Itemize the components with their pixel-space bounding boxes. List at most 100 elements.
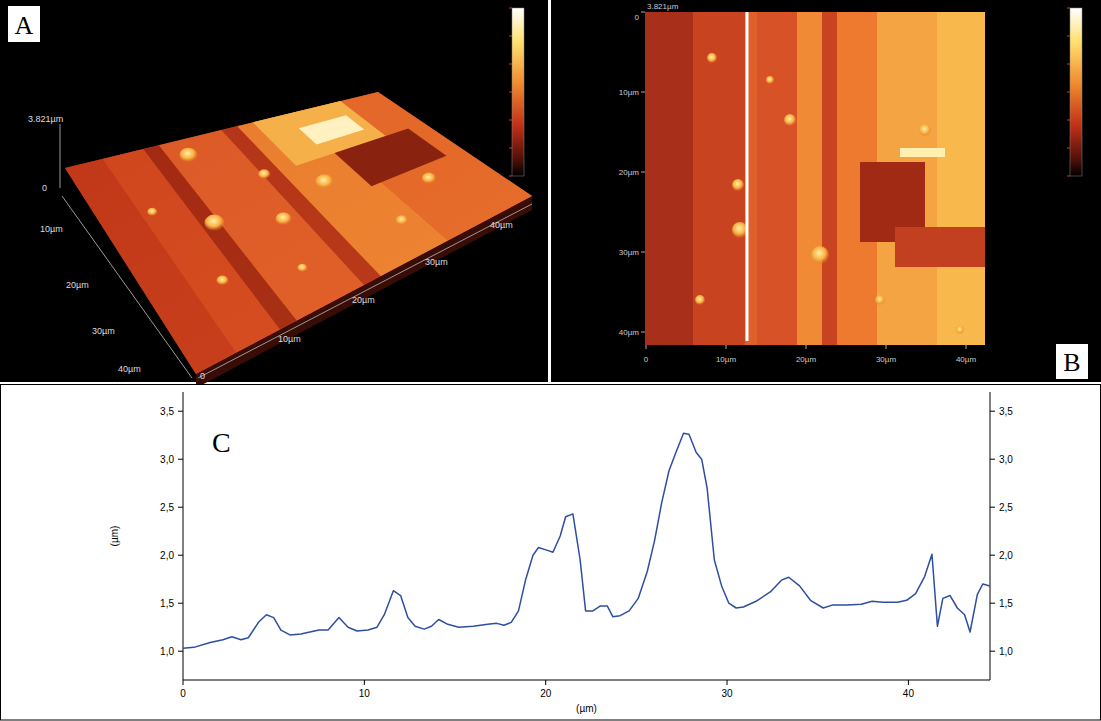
y-tick <box>178 651 183 652</box>
panel-letter: C <box>212 427 231 458</box>
axis-tick-label: 10µm <box>40 224 63 234</box>
axis-tick <box>641 172 645 173</box>
axis-tick <box>641 92 645 93</box>
axis-tick-label: 30µm <box>92 326 115 336</box>
afm-grain <box>707 53 717 63</box>
y-axis <box>183 392 184 680</box>
colorbar-tick <box>509 176 512 177</box>
afm-image <box>645 12 985 345</box>
axis-tick-label: 10µm <box>619 88 640 97</box>
colorbar <box>1070 8 1082 176</box>
y2-tick-label: 3,5 <box>999 406 1013 417</box>
y2-tick <box>990 507 995 508</box>
colorbar-tick <box>509 120 512 121</box>
axis-tick-label: 30µm <box>425 257 448 267</box>
axis-tick <box>966 345 967 349</box>
x-tick <box>364 680 365 685</box>
axis-tick-label: 0 <box>42 183 47 193</box>
panel-letter-box <box>1056 344 1088 379</box>
surface-grain <box>179 148 197 162</box>
y-tick-label: 3,0 <box>160 454 174 465</box>
y-tick <box>178 459 183 460</box>
panel-c: 1,01,52,02,53,03,51,01,52,02,53,03,50102… <box>1 385 1101 721</box>
axis-tick <box>641 12 645 13</box>
panel-a: 03.821µm10µm20µm30µm40µm010µm20µm30µm40µ… <box>0 0 548 388</box>
afm-grain <box>811 246 829 264</box>
colorbar-tick <box>1067 64 1070 65</box>
surface-grain <box>422 173 436 184</box>
axis-tick-label: 30µm <box>876 355 897 364</box>
y2-tick-label: 1,5 <box>999 598 1013 609</box>
plot-data <box>183 433 990 648</box>
afm-stripe <box>937 12 985 345</box>
surface-grain <box>315 174 333 188</box>
surface-grain <box>147 208 157 216</box>
afm-grain <box>766 76 774 84</box>
colorbar <box>512 8 524 176</box>
y-tick <box>178 507 183 508</box>
y2-tick <box>990 411 995 412</box>
axis-tick-label: 40µm <box>956 355 977 364</box>
surface-bright <box>299 115 364 144</box>
axis-tick <box>641 332 645 333</box>
axis-tick-label: 0 <box>200 371 205 381</box>
afm-stripe <box>757 12 797 345</box>
page: {"panels": { "a": {"letter": "A", "z_tic… <box>0 0 1101 721</box>
y-tick-label: 2,5 <box>160 502 174 513</box>
y2-tick-label: 2,5 <box>999 502 1013 513</box>
y2-tick-label: 1,0 <box>999 646 1013 657</box>
profile-line <box>183 433 990 648</box>
afm-grain <box>695 295 705 305</box>
x-axis <box>183 680 990 681</box>
colorbar-tick <box>1067 120 1070 121</box>
axis-tick-label: 40µm <box>619 328 640 337</box>
afm-stripe <box>797 12 822 345</box>
figure: 03.821µm10µm20µm30µm40µm010µm20µm30µm40µ… <box>0 0 1101 721</box>
y2-tick <box>990 651 995 652</box>
front-axis <box>198 204 532 378</box>
y2-tick <box>990 459 995 460</box>
afm-stripe <box>645 12 693 345</box>
x-tick-label: 30 <box>721 688 733 699</box>
y-tick <box>178 555 183 556</box>
surface-grain <box>396 215 408 225</box>
axis-tick-label: 20µm <box>619 168 640 177</box>
x-tick <box>545 680 546 685</box>
axis-tick-label: 40µm <box>490 220 513 230</box>
y2-tick <box>990 555 995 556</box>
colorbar-tick <box>509 148 512 149</box>
afm-bright <box>900 148 945 157</box>
depth-axis <box>62 196 192 378</box>
x-tick-label: 40 <box>903 688 915 699</box>
y-tick <box>178 411 183 412</box>
y-tick <box>178 603 183 604</box>
surface-grain <box>276 212 292 225</box>
panel-letter: B <box>1063 348 1080 377</box>
axis-tick-label: 10µm <box>716 355 737 364</box>
surface-grain <box>297 264 307 272</box>
x-tick <box>183 680 184 685</box>
z-axis <box>60 124 61 188</box>
afm-grain <box>784 114 796 126</box>
colorbar-tick <box>509 92 512 93</box>
panel-frame <box>1 385 1101 721</box>
axis-tick <box>886 345 887 349</box>
colorbar-tick <box>509 36 512 37</box>
colorbar-tick <box>1067 92 1070 93</box>
axis-tick-label: 20µm <box>352 295 375 305</box>
y-tick-label: 2,0 <box>160 550 174 561</box>
x-tick-label: 0 <box>180 688 186 699</box>
x-axis-title: (µm) <box>576 703 597 714</box>
panel-background <box>551 0 1101 382</box>
afm-stripe <box>693 12 745 345</box>
y-tick-label: 3,5 <box>160 406 174 417</box>
colorbar-tick <box>1067 36 1070 37</box>
y2-tick <box>990 603 995 604</box>
surface-grain <box>258 169 270 179</box>
afm-grain <box>956 326 964 334</box>
afm-pit <box>895 227 985 267</box>
x-tick <box>908 680 909 685</box>
axis-tick-label: 20µm <box>66 280 89 290</box>
afm-grain <box>919 124 931 136</box>
axis-tick <box>806 345 807 349</box>
